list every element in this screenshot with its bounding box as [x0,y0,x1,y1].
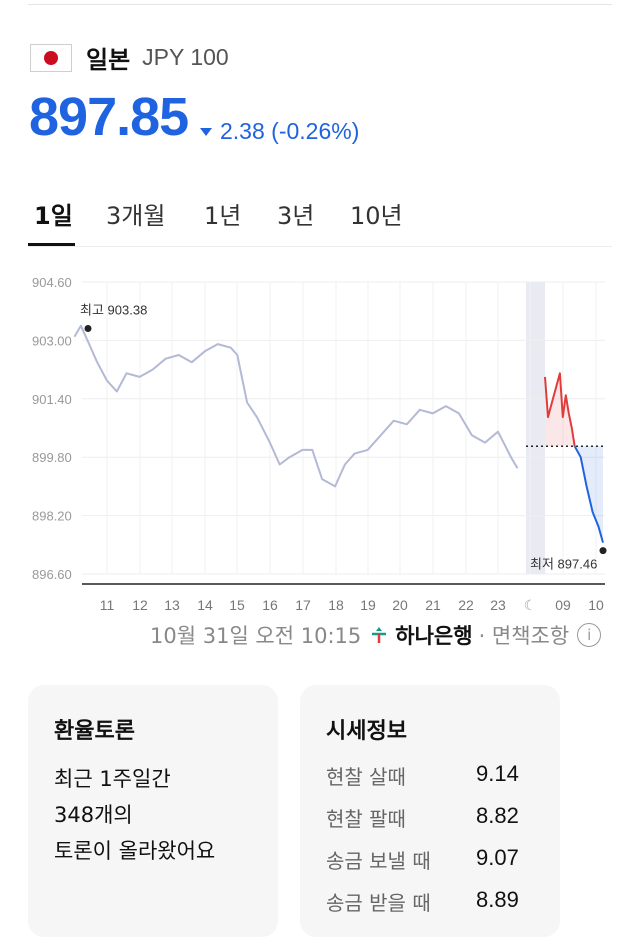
y-tick-label: 903.00 [32,333,72,348]
y-tick-label: 898.20 [32,509,72,524]
x-tick-label: 22 [458,597,474,613]
x-tick-label: 17 [295,597,311,613]
high-point [84,325,92,333]
x-tick-label: ☾ [524,597,537,613]
forum-line: 최근 1주일간 [54,767,171,791]
x-tick-label: 23 [490,597,506,613]
period-tabs: 1일 3개월 1년 3년 10년 [28,190,612,247]
forum-summary: 최근 1주일간 348개의 토론이 올라왔어요 [54,761,215,869]
down-arrow-icon [200,127,212,136]
market-row: 송금 보낼 때 9.07 [326,845,526,874]
rate-change: 2.38 (-0.26%) [200,118,359,145]
tab-1day[interactable]: 1일 [34,202,73,230]
rate-chart[interactable]: 904.60 903.00 901.40 899.80 898.20 896.60 11 12… [0,260,640,620]
japan-flag-icon [30,43,72,72]
x-tick-label: 14 [197,597,213,613]
market-title: 시세정보 [326,719,407,744]
x-tick-label: 21 [425,597,441,613]
forum-line: 토론이 올라왔어요 [54,839,216,863]
row-value: 8.89 [476,887,519,912]
row-value: 9.14 [476,761,519,786]
x-tick-label: 13 [164,597,180,613]
x-tick-label: 12 [132,597,148,613]
market-row: 현찰 팔때 8.82 [326,803,526,832]
tab-3years[interactable]: 3년 [277,202,315,230]
y-tick-label: 899.80 [32,450,72,465]
x-tick-label: 15 [229,597,245,613]
market-info-card[interactable]: 시세정보 현찰 살때 9.14 현찰 팔때 8.82 송금 보낼 때 9.07 송금 … [300,685,560,937]
currency-header: 일본 JPY 100 [30,40,229,75]
bank-name: 하나은행 [395,624,473,648]
y-tick-label: 896.60 [32,567,72,582]
x-tick-label: 20 [392,597,408,613]
x-tick-label: 09 [555,597,571,613]
x-tick-label: 10 [588,597,604,613]
change-value: 2.38 (-0.26%) [220,118,360,144]
update-time: 10월 31일 오전 10:15 [150,624,362,648]
x-tick-label: 16 [262,597,278,613]
country-name: 일본 [86,46,131,74]
tab-10years[interactable]: 10년 [350,202,403,230]
row-value: 9.07 [476,845,519,870]
tab-1year[interactable]: 1년 [204,202,242,230]
market-row: 송금 받을 때 8.89 [326,887,526,916]
hana-bank-logo-icon [372,627,387,643]
forum-card[interactable]: 환율토론 최근 1주일간 348개의 토론이 올라왔어요 [28,685,278,937]
tab-3months[interactable]: 3개월 [106,202,166,230]
row-label: 현찰 팔때 [326,807,406,831]
morning_up-area [545,373,575,447]
forum-title: 환율토론 [54,719,135,744]
morning_up-line [544,372,576,447]
row-label: 현찰 살때 [326,765,406,789]
low-point [599,547,607,555]
market-row: 현찰 살때 9.14 [326,761,526,790]
row-label: 송금 받을 때 [326,891,431,915]
info-icon[interactable]: i [577,623,602,647]
row-label: 송금 보낼 때 [326,849,431,873]
top-divider [28,4,612,5]
overnight-line [73,324,519,488]
current-rate: 897.85 [29,87,189,147]
low-label: 최저 897.46 [530,557,597,572]
high-label: 최고 903.38 [80,303,147,318]
disclaimer-link[interactable]: · 면책조항 [478,624,570,648]
x-tick-label: 11 [100,597,115,613]
y-tick-label: 901.40 [32,392,72,407]
update-info: 10월 31일 오전 10:15 하나은행 · 면책조항 i [150,620,602,650]
x-tick-label: 18 [328,597,344,613]
night-band [526,282,545,574]
active-tab-indicator [28,243,75,246]
currency-code: JPY 100 [142,44,229,70]
x-tick-label: 19 [360,597,376,613]
row-value: 8.82 [476,803,519,828]
forum-line: 348개의 [54,803,133,827]
morning_down-line [573,445,604,543]
y-tick-label: 904.60 [32,275,72,290]
